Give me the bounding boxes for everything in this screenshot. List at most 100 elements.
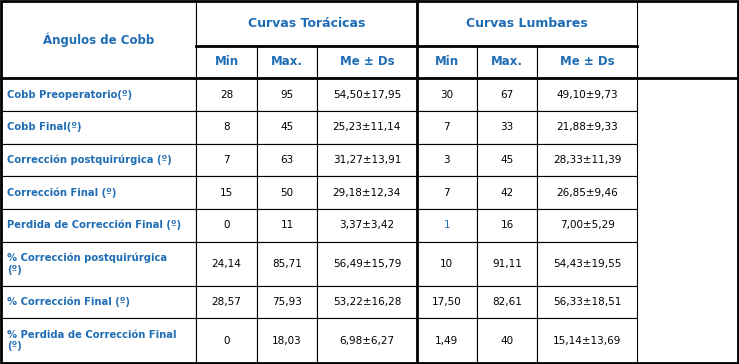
Bar [477,46,537,78]
Bar [537,176,637,209]
Bar [257,286,317,318]
Text: 85,71: 85,71 [272,259,302,269]
Bar [417,242,477,286]
Bar [537,143,637,176]
Bar [537,318,637,363]
Bar [1,143,197,176]
Bar [537,111,637,143]
Bar [417,46,477,78]
Bar [257,209,317,242]
Text: Corrección postquirúrgica (º): Corrección postquirúrgica (º) [7,155,172,165]
Bar [477,318,537,363]
Bar [257,111,317,143]
Text: 0: 0 [223,220,230,230]
Text: Min: Min [214,55,239,68]
Text: 1: 1 [443,220,450,230]
Bar [197,286,257,318]
Text: 17,50: 17,50 [432,297,462,307]
Text: 7: 7 [443,122,450,132]
Text: Max.: Max. [491,55,523,68]
Bar [1,111,197,143]
Bar [477,242,537,286]
Text: 0: 0 [223,336,230,345]
Bar [317,209,417,242]
Text: 16: 16 [500,220,514,230]
Text: 45: 45 [500,155,514,165]
Bar [417,78,477,111]
Text: Curvas Lumbares: Curvas Lumbares [466,17,588,30]
Bar [257,46,317,78]
Text: 54,50±17,95: 54,50±17,95 [333,90,401,100]
Text: 49,10±9,73: 49,10±9,73 [556,90,618,100]
Bar [1,1,197,78]
Text: 24,14: 24,14 [212,259,242,269]
Bar [197,242,257,286]
Text: 67: 67 [500,90,514,100]
Bar [537,242,637,286]
Bar [197,78,257,111]
Text: 3: 3 [443,155,450,165]
Bar [417,176,477,209]
Bar [197,46,257,78]
Text: 54,43±19,55: 54,43±19,55 [553,259,621,269]
Text: 33: 33 [500,122,514,132]
Bar [197,143,257,176]
Text: Corrección Final (º): Corrección Final (º) [7,187,117,198]
Bar [1,209,197,242]
Bar [317,111,417,143]
Text: 56,49±15,79: 56,49±15,79 [333,259,401,269]
Bar [1,176,197,209]
Bar [197,209,257,242]
Text: 7,00±5,29: 7,00±5,29 [559,220,615,230]
Bar [317,46,417,78]
Bar [417,1,637,46]
Text: 56,33±18,51: 56,33±18,51 [553,297,621,307]
Text: 91,11: 91,11 [492,259,522,269]
Text: 25,23±11,14: 25,23±11,14 [333,122,401,132]
Bar [1,286,197,318]
Text: Perdida de Corrección Final (º): Perdida de Corrección Final (º) [7,220,181,230]
Text: 1,49: 1,49 [435,336,458,345]
Text: 26,85±9,46: 26,85±9,46 [556,187,618,198]
Text: Me ± Ds: Me ± Ds [559,55,614,68]
Bar [317,78,417,111]
Bar [257,78,317,111]
Text: Min: Min [435,55,459,68]
Text: 7: 7 [443,187,450,198]
Text: % Perdida de Corrección Final
(º): % Perdida de Corrección Final (º) [7,330,177,351]
Bar [197,176,257,209]
Bar [477,176,537,209]
Bar [477,111,537,143]
Text: Me ± Ds: Me ± Ds [340,55,394,68]
Text: 53,22±16,28: 53,22±16,28 [333,297,401,307]
Text: 6,98±6,27: 6,98±6,27 [339,336,395,345]
Text: 45: 45 [280,122,293,132]
Bar [317,176,417,209]
Text: 40: 40 [500,336,514,345]
Text: 3,37±3,42: 3,37±3,42 [339,220,395,230]
Text: 21,88±9,33: 21,88±9,33 [556,122,618,132]
Text: 11: 11 [280,220,293,230]
Bar [477,286,537,318]
Text: 15: 15 [220,187,234,198]
Text: 31,27±13,91: 31,27±13,91 [333,155,401,165]
Text: 30: 30 [440,90,453,100]
Text: 7: 7 [223,155,230,165]
Bar [477,143,537,176]
Bar [537,286,637,318]
Bar [417,111,477,143]
Text: 10: 10 [440,259,453,269]
Bar [537,78,637,111]
Text: Ángulos de Cobb: Ángulos de Cobb [44,32,154,47]
Bar [1,318,197,363]
Bar [257,318,317,363]
Bar [537,46,637,78]
Bar [257,143,317,176]
Bar [417,286,477,318]
Text: 28,57: 28,57 [212,297,242,307]
Text: 28: 28 [220,90,234,100]
Text: 75,93: 75,93 [272,297,302,307]
Bar [417,318,477,363]
Bar [417,143,477,176]
Bar [197,318,257,363]
